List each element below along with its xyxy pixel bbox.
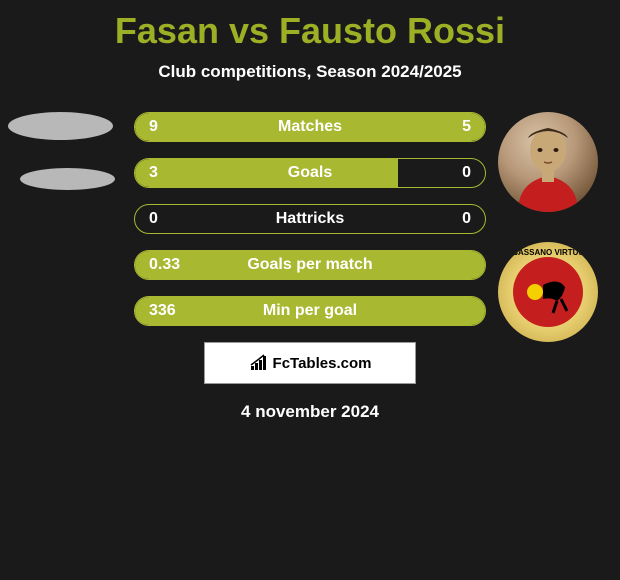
player-right-avatars: BASSANO VIRTUS [498,112,598,342]
stat-row-min-per-goal: 336 Min per goal [134,296,486,326]
page-title: Fasan vs Fausto Rossi [0,0,620,52]
date-label: 4 november 2024 [0,402,620,422]
club-badge: BASSANO VIRTUS [498,242,598,342]
stat-label: Goals [135,159,485,187]
chart-icon [249,354,269,372]
stat-bars: 9 Matches 5 3 Goals 0 0 Hattricks 0 0.33… [134,112,486,326]
badge-label: BASSANO VIRTUS [498,248,598,257]
stat-row-goals: 3 Goals 0 [134,158,486,188]
subtitle: Club competitions, Season 2024/2025 [0,62,620,82]
stat-label: Hattricks [135,205,485,233]
stat-row-goals-per-match: 0.33 Goals per match [134,250,486,280]
source-badge: FcTables.com [204,342,416,384]
stat-row-matches: 9 Matches 5 [134,112,486,142]
stat-label: Min per goal [135,297,485,325]
stat-label: Goals per match [135,251,485,279]
stat-value-right: 5 [462,113,471,141]
stat-value-right: 0 [462,205,471,233]
stat-label: Matches [135,113,485,141]
player-left-avatars [8,112,115,190]
avatar-placeholder-icon [8,112,113,140]
player-photo [498,112,598,212]
stat-value-right: 0 [462,159,471,187]
source-label: FcTables.com [273,355,372,372]
comparison-panel: BASSANO VIRTUS 9 Matches 5 3 Goals 0 [0,112,620,422]
avatar-placeholder-icon [20,168,115,190]
stat-row-hattricks: 0 Hattricks 0 [134,204,486,234]
